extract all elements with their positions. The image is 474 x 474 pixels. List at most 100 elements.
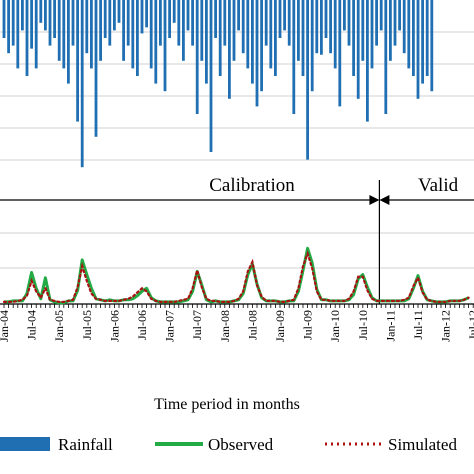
rainfall-bar <box>145 0 148 28</box>
rainfall-bar <box>117 0 121 23</box>
x-tick-label: Jul-08 <box>245 310 259 340</box>
rainfall-bar <box>44 0 47 31</box>
x-tick-label: Jan-06 <box>107 310 121 342</box>
rainfall-bar <box>292 0 296 114</box>
rainfall-bar <box>57 0 61 61</box>
rainfall-bar <box>310 0 314 92</box>
rainfall-bar <box>140 0 144 34</box>
rainfall-bar <box>168 0 171 38</box>
x-tick-label: Jul-10 <box>356 310 370 340</box>
rainfall-bar <box>343 0 346 31</box>
validation-arrowhead <box>379 195 390 205</box>
rainfall-bar <box>255 0 259 107</box>
rainfall-bar <box>48 0 52 46</box>
rainfall-bar <box>398 0 401 31</box>
flow-lines <box>2 246 470 305</box>
x-tick-label: Jan-08 <box>218 310 232 342</box>
rainfall-bar <box>136 0 139 76</box>
rainfall-bar <box>200 0 204 61</box>
rainfall-bar <box>421 0 424 84</box>
rainfall-bar <box>393 0 397 46</box>
rainfall-bar <box>370 0 374 69</box>
simulated-series-line <box>2 250 470 303</box>
calibration-arrowhead <box>369 195 380 205</box>
rainfall-bar <box>90 0 93 69</box>
x-tick-label: Jul-05 <box>80 310 94 340</box>
x-tick-label: Jan-11 <box>383 310 397 342</box>
rainfall-bar <box>67 0 70 84</box>
rainfall-bar <box>379 0 383 31</box>
rainfall-bar <box>214 0 217 38</box>
x-axis-tick-labels: Jan-04 Jul-04 Jan-05 Jul-05 Jan-06 Jul-06 Jan-… <box>0 310 474 342</box>
legend-observed-label: Observed <box>208 435 274 454</box>
rainfall-bar <box>430 0 434 92</box>
rainfall-bar <box>301 0 305 76</box>
rainfall-bar <box>39 0 43 23</box>
rainfall-bar <box>366 0 369 122</box>
legend: Rainfall Observed Simulated <box>0 435 457 454</box>
rainfall-bar <box>34 0 38 69</box>
rainfall-bar <box>412 0 415 76</box>
x-tick-label: Jul-06 <box>135 310 149 340</box>
rainfall-bar <box>108 0 112 46</box>
period-annotation: Calibration Valid <box>0 175 474 304</box>
plot-frame <box>0 303 474 308</box>
rainfall-bar <box>269 0 273 69</box>
rainfall-bar <box>287 0 291 46</box>
rainfall-bar <box>154 0 158 84</box>
x-tick-label: Jan-07 <box>163 310 177 342</box>
x-tick-label: Jan-04 <box>0 310 11 342</box>
rainfall-bar <box>195 0 199 114</box>
x-tick-label: Jan-12 <box>439 310 453 342</box>
rainfall-bar <box>329 0 332 54</box>
rainfall-bar <box>186 0 190 31</box>
rainfall-bars <box>2 0 434 168</box>
rainfall-bar <box>103 0 107 38</box>
x-tick-label: Jul-12 <box>466 310 474 340</box>
rainfall-bar <box>177 0 181 46</box>
rainfall-bar <box>223 0 227 46</box>
rainfall-bar <box>237 0 240 31</box>
rainfall-bar <box>16 0 20 69</box>
x-tick-label: Jul-11 <box>411 310 425 340</box>
rainfall-bar <box>25 0 29 76</box>
rainfall-bar <box>347 0 351 46</box>
rainfall-bar <box>260 0 263 92</box>
rainfall-bar <box>320 0 323 55</box>
rainfall-bar <box>241 0 245 54</box>
rainfall-bar <box>352 0 355 76</box>
rainfall-bar <box>172 0 176 23</box>
rainfall-bar <box>356 0 360 99</box>
rainfall-bar <box>85 0 89 54</box>
x-tick-label: Jul-07 <box>190 310 204 340</box>
rainfall-bar <box>182 0 185 61</box>
x-tick-label: Jan-09 <box>273 310 287 342</box>
rainfall-bar <box>264 0 268 46</box>
rainfall-bar <box>218 0 222 76</box>
rainfall-bar <box>71 0 75 46</box>
rainfall-bar <box>375 0 378 46</box>
rainfall-bar <box>232 0 236 61</box>
rainfall-bar <box>205 0 208 84</box>
rainfall-bar <box>94 0 98 137</box>
rainfall-bar <box>251 0 254 84</box>
rainfall-bar <box>7 0 10 54</box>
calibration-label: Calibration <box>209 175 295 196</box>
rainfall-bar <box>338 0 342 107</box>
rainfall-bar <box>11 0 15 46</box>
rainfall-bar <box>209 0 213 152</box>
legend-simulated-label: Simulated <box>388 435 457 454</box>
rainfall-bar <box>62 0 66 69</box>
x-axis-title: Time period in months <box>154 396 300 413</box>
rainfall-bar <box>99 0 102 61</box>
rainfall-bar <box>274 0 277 76</box>
rainfall-bar <box>384 0 388 114</box>
rainfall-bar <box>315 0 319 54</box>
rainfall-bar <box>389 0 392 61</box>
rainfall-bar <box>228 0 231 99</box>
rainfall-bar <box>416 0 420 99</box>
rainfall-bar <box>30 0 33 49</box>
x-tick-label: Jan-10 <box>328 310 342 342</box>
rainfall-bar <box>191 0 194 46</box>
